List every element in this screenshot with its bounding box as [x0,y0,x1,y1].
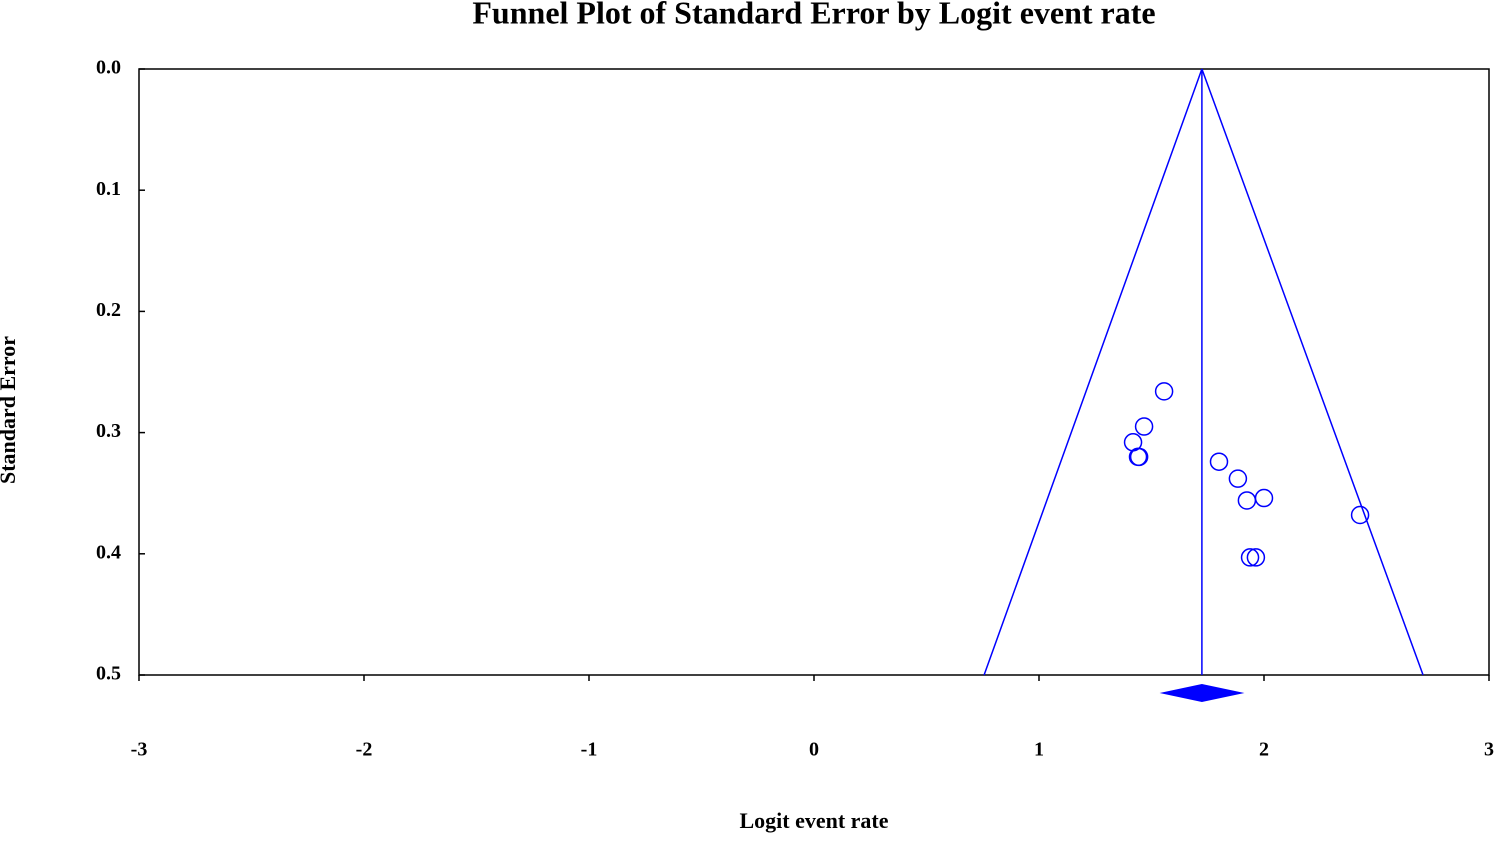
x-tick-label: 2 [1259,739,1269,761]
study-point [1237,491,1257,510]
chart-title: Funnel Plot of Standard Error by Logit e… [472,0,1155,30]
y-tick-label: 0.1 [96,178,121,200]
study-point [1134,417,1154,436]
study-point [1209,452,1229,471]
y-tick-label: 0.2 [96,299,121,321]
x-axis-label: Logit event rate [739,808,888,833]
x-tick-label: -1 [581,739,598,761]
x-tick-label: 0 [809,739,819,761]
study-point [1154,382,1174,401]
study-point [1240,548,1260,567]
study-point [1228,469,1248,488]
y-axis-label: Standard Error [0,336,20,484]
study-point [1129,447,1149,467]
x-tick-label: 3 [1484,739,1494,761]
study-point [1254,488,1274,508]
plot-frame [138,68,1490,676]
study-point [1350,505,1370,525]
x-tick-label: -2 [356,739,373,761]
y-tick-label: 0.0 [96,57,121,79]
funnel-left [983,68,1203,676]
y-tick-label: 0.5 [96,663,121,685]
funnel-right [1201,68,1424,676]
x-tick-label: 1 [1034,739,1044,761]
y-tick-label: 0.4 [96,541,121,563]
summary-diamond [1159,684,1245,702]
y-tick-label: 0.3 [96,420,121,442]
study-point [1246,548,1266,567]
x-tick-label: -3 [131,739,148,761]
